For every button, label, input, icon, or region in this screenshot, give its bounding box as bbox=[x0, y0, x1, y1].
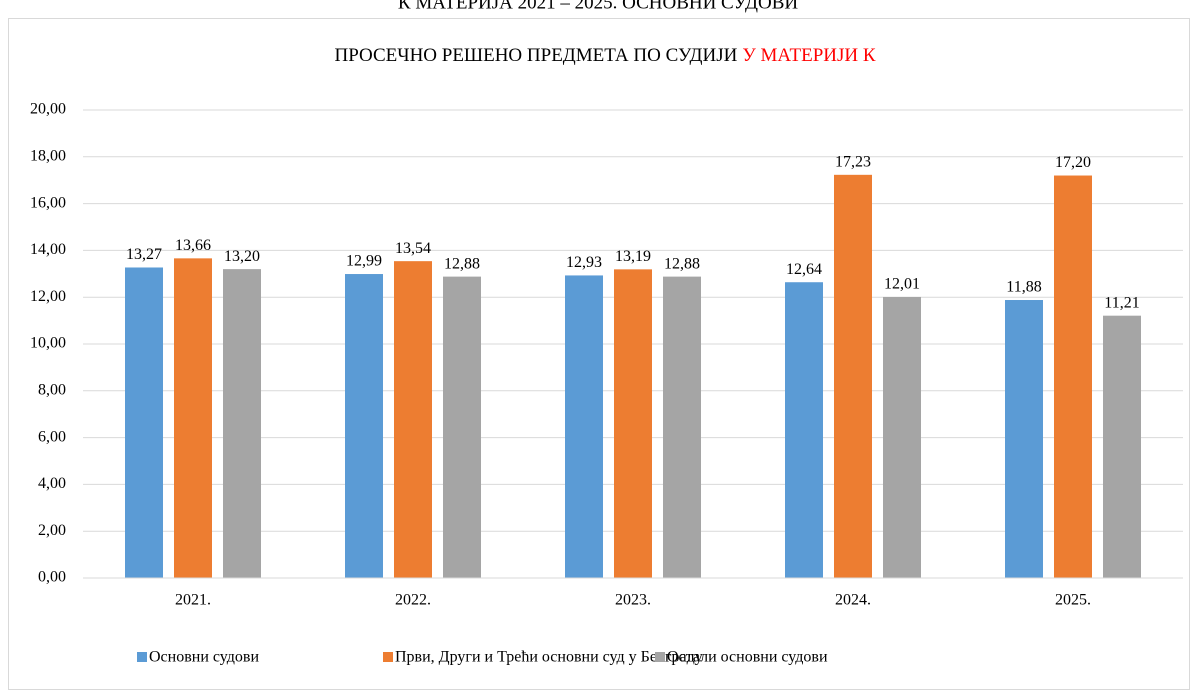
legend-marker bbox=[655, 652, 665, 662]
value-label: 13,27 bbox=[126, 246, 162, 263]
title-part: У МАТЕРИЈИ К bbox=[742, 45, 876, 66]
x-tick-label: 2025. bbox=[1055, 592, 1091, 609]
y-tick-label: 20,00 bbox=[30, 101, 66, 118]
legend-label: Први, Други и Трећи основни суд у Београ… bbox=[395, 649, 703, 666]
y-tick-label: 6,00 bbox=[38, 428, 66, 445]
bar bbox=[125, 267, 163, 578]
chart-title: ПРОСЕЧНО РЕШЕНО ПРЕДМЕТА ПО СУДИЈИ У МАТЕ… bbox=[334, 45, 875, 66]
value-label: 13,66 bbox=[175, 237, 211, 254]
value-label: 12,99 bbox=[346, 253, 382, 270]
legend-marker bbox=[383, 652, 393, 662]
y-tick-label: 2,00 bbox=[38, 522, 66, 539]
x-tick-label: 2021. bbox=[175, 592, 211, 609]
value-label: 12,64 bbox=[786, 261, 822, 278]
legend-marker bbox=[137, 652, 147, 662]
value-label: 13,54 bbox=[395, 240, 431, 257]
x-tick-label: 2024. bbox=[835, 592, 871, 609]
value-label: 11,21 bbox=[1104, 294, 1139, 311]
y-tick-label: 0,00 bbox=[38, 569, 66, 586]
bar bbox=[565, 275, 603, 578]
bar bbox=[174, 258, 212, 578]
value-label: 13,19 bbox=[615, 248, 651, 265]
y-tick-label: 18,00 bbox=[30, 147, 66, 164]
bar bbox=[834, 174, 872, 578]
y-tick-label: 8,00 bbox=[38, 381, 66, 398]
value-label: 17,23 bbox=[835, 153, 871, 170]
heading: К МАТЕРИЈА 2021 – 2025. ОСНОВНИ СУДОВИ bbox=[398, 0, 798, 13]
x-tick-label: 2022. bbox=[395, 592, 431, 609]
bar bbox=[663, 276, 701, 578]
y-tick-label: 16,00 bbox=[30, 194, 66, 211]
title-part: ПРОСЕЧНО РЕШЕНО ПРЕДМЕТА ПО СУДИЈИ bbox=[334, 45, 737, 66]
legend-label: Основни судови bbox=[149, 649, 259, 666]
bar bbox=[443, 276, 481, 578]
value-label: 17,20 bbox=[1055, 154, 1091, 171]
bar bbox=[345, 274, 383, 578]
value-label: 12,01 bbox=[884, 276, 920, 293]
bar bbox=[614, 269, 652, 578]
value-label: 12,93 bbox=[566, 254, 602, 271]
bar bbox=[1005, 300, 1043, 578]
value-label: 12,88 bbox=[444, 255, 480, 272]
bar bbox=[883, 296, 921, 578]
value-label: 11,88 bbox=[1006, 279, 1041, 296]
y-tick-label: 12,00 bbox=[30, 288, 66, 305]
value-label: 12,88 bbox=[664, 255, 700, 272]
y-tick-label: 14,00 bbox=[30, 241, 66, 258]
x-tick-label: 2023. bbox=[615, 592, 651, 609]
bar bbox=[1103, 315, 1141, 578]
value-label: 13,20 bbox=[224, 248, 260, 265]
bar bbox=[785, 282, 823, 578]
y-tick-label: 10,00 bbox=[30, 335, 66, 352]
y-tick-label: 4,00 bbox=[38, 475, 66, 492]
bar bbox=[394, 261, 432, 578]
bar bbox=[223, 269, 261, 578]
legend-label: Остали основни судови bbox=[667, 649, 828, 666]
bar bbox=[1054, 175, 1092, 578]
